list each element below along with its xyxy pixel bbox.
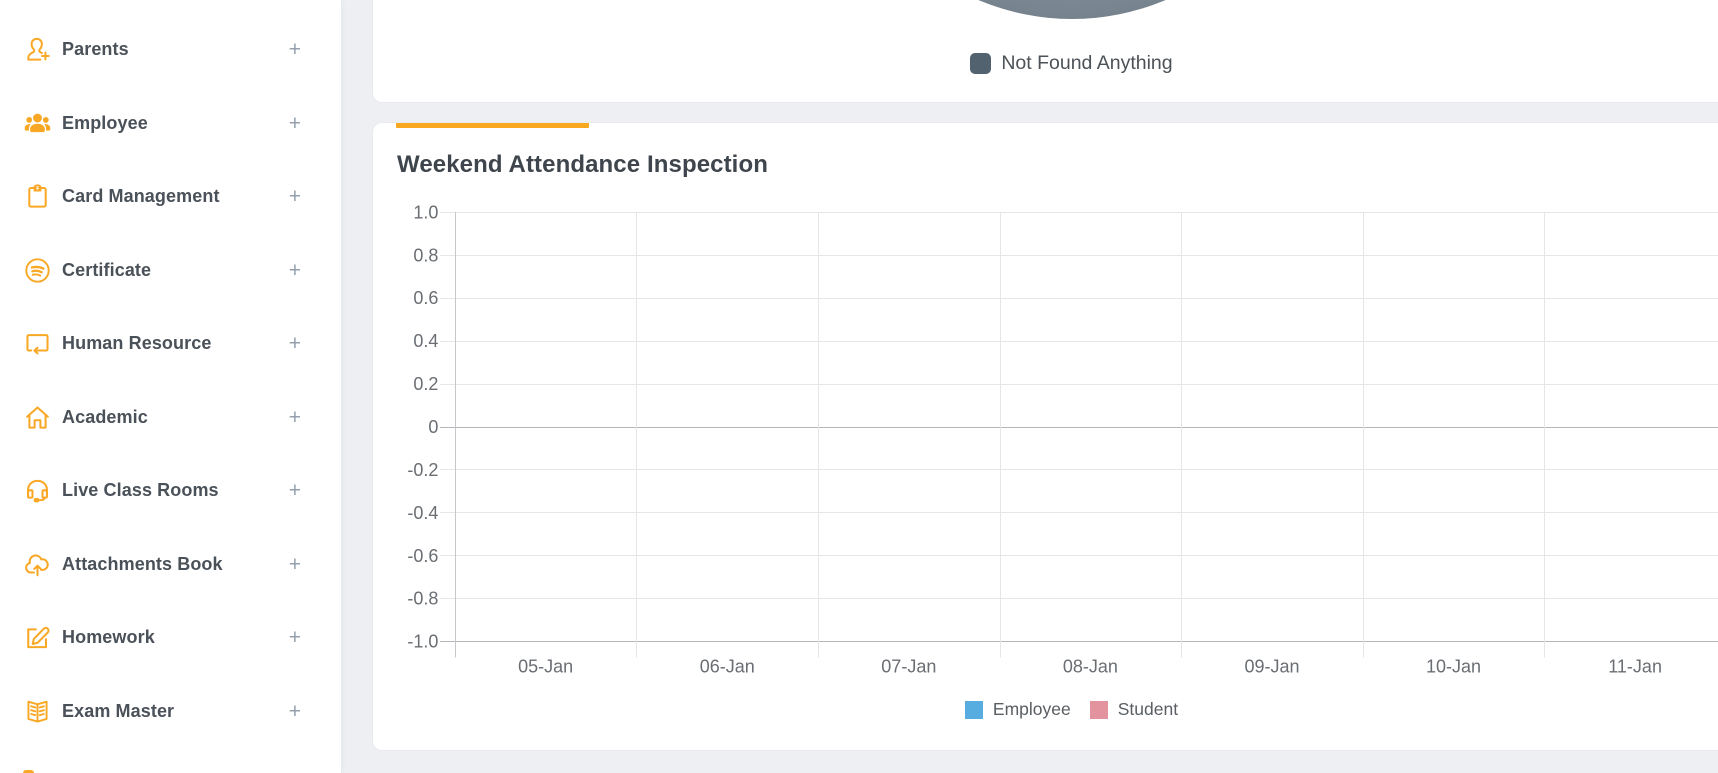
sidebar-item-label: Attachments Book xyxy=(62,553,223,574)
pie-slice-not-found[interactable] xyxy=(831,0,1312,19)
box-return-arrow-icon xyxy=(23,330,51,358)
sidebar-item-attachments-book[interactable]: Attachments Book + xyxy=(0,528,341,602)
svg-text:10-Jan: 10-Jan xyxy=(1426,657,1481,677)
sidebar-item-label: Certificate xyxy=(62,259,152,280)
expand-plus-icon[interactable]: + xyxy=(288,185,301,209)
legend-label: Student xyxy=(1117,699,1179,719)
sidebar-item-label: Homework xyxy=(62,627,155,648)
sidebar-item-certificate[interactable]: Certificate + xyxy=(0,234,341,308)
legend-entry-employee[interactable]: Employee xyxy=(964,699,1071,720)
pie-legend: Not Found Anything xyxy=(373,52,1718,75)
sidebar-item-homework[interactable]: Homework + xyxy=(0,601,341,675)
cloud-upload-icon xyxy=(23,550,51,578)
svg-text:06-Jan: 06-Jan xyxy=(699,657,754,677)
pie-chart-card: Not Found Anything xyxy=(371,0,1718,103)
svg-text:08-Jan: 08-Jan xyxy=(1062,657,1117,677)
legend-entry-student[interactable]: Student xyxy=(1089,699,1179,720)
svg-text:1.0: 1.0 xyxy=(413,202,438,222)
svg-text:11-Jan: 11-Jan xyxy=(1608,657,1662,677)
sidebar-item-human-resource[interactable]: Human Resource + xyxy=(0,307,341,381)
next-menu-item-partial-icon xyxy=(23,770,34,773)
sidebar-item-label: Academic xyxy=(62,406,148,427)
sidebar-item-parents[interactable]: Parents + xyxy=(0,13,341,87)
expand-plus-icon[interactable]: + xyxy=(288,479,301,503)
seal-waves-icon xyxy=(23,256,51,284)
sidebar-item-label: Parents xyxy=(62,39,129,60)
sidebar-item-exam-master[interactable]: Exam Master + xyxy=(0,675,341,749)
svg-text:-0.4: -0.4 xyxy=(407,503,438,523)
headset-icon xyxy=(23,477,51,505)
expand-plus-icon[interactable]: + xyxy=(288,111,301,135)
svg-text:0.8: 0.8 xyxy=(413,245,438,265)
expand-plus-icon[interactable]: + xyxy=(288,332,301,356)
expand-plus-icon[interactable]: + xyxy=(288,626,301,650)
legend-swatch-employee xyxy=(964,700,983,719)
sidebar-item-label: Live Class Rooms xyxy=(62,480,219,501)
expand-plus-icon[interactable]: + xyxy=(288,258,301,282)
sidebar-item-label: Exam Master xyxy=(62,700,175,721)
content-area: Not Found Anything Weekend Attendance In… xyxy=(342,0,1718,751)
expand-plus-icon[interactable]: + xyxy=(288,405,301,429)
legend-swatch-student xyxy=(1089,700,1108,719)
sidebar-item-live-class-rooms[interactable]: Live Class Rooms + xyxy=(0,454,341,528)
svg-text:09-Jan: 09-Jan xyxy=(1244,657,1299,677)
svg-text:-1.0: -1.0 xyxy=(407,632,438,652)
sidebar-item-label: Employee xyxy=(62,112,148,133)
edit-square-icon xyxy=(23,624,51,652)
sidebar-item-card-management[interactable]: Card Management + xyxy=(0,160,341,234)
attendance-chart-card: Weekend Attendance Inspection 1.0 0.8 0.6 0… xyxy=(371,122,1718,751)
svg-text:-0.8: -0.8 xyxy=(407,589,438,609)
expand-plus-icon[interactable]: + xyxy=(288,552,301,576)
expand-plus-icon[interactable]: + xyxy=(288,38,301,62)
expand-plus-icon[interactable]: + xyxy=(288,699,301,723)
sidebar-item-label: Human Resource xyxy=(62,333,212,354)
svg-text:0.4: 0.4 xyxy=(413,331,438,351)
main-content: Not Found Anything Weekend Attendance In… xyxy=(342,0,1718,773)
sidebar: Parents + Employee + xyxy=(0,0,342,773)
clipboard-icon xyxy=(23,183,51,211)
svg-text:05-Jan: 05-Jan xyxy=(518,657,573,677)
sidebar-item-employee[interactable]: Employee + xyxy=(0,87,341,161)
open-book-icon xyxy=(23,697,51,725)
svg-text:-0.6: -0.6 xyxy=(407,546,438,566)
legend-label[interactable]: Not Found Anything xyxy=(1001,52,1173,74)
svg-text:0.2: 0.2 xyxy=(413,374,438,394)
svg-text:0.6: 0.6 xyxy=(413,288,438,308)
svg-text:07-Jan: 07-Jan xyxy=(881,657,936,677)
user-plus-icon xyxy=(23,36,51,64)
attendance-line-chart[interactable]: 1.0 0.8 0.6 0.4 0.2 0 -0.2 -0.4 -0.6 -0.8 -1.0 05-J… xyxy=(373,123,1718,751)
legend-label: Employee xyxy=(992,699,1071,719)
sidebar-item-label: Card Management xyxy=(62,186,220,207)
users-group-icon xyxy=(23,109,51,137)
sidebar-menu: Parents + Employee + xyxy=(0,0,341,748)
svg-text:-0.2: -0.2 xyxy=(407,460,438,480)
sidebar-item-academic[interactable]: Academic + xyxy=(0,381,341,455)
card-title: Weekend Attendance Inspection xyxy=(397,151,768,178)
home-icon xyxy=(23,403,51,431)
svg-text:0: 0 xyxy=(428,417,438,437)
card-accent-bar xyxy=(396,123,589,128)
chart-legend: Employee Student xyxy=(373,699,1718,720)
legend-swatch-not-found[interactable] xyxy=(970,53,992,74)
